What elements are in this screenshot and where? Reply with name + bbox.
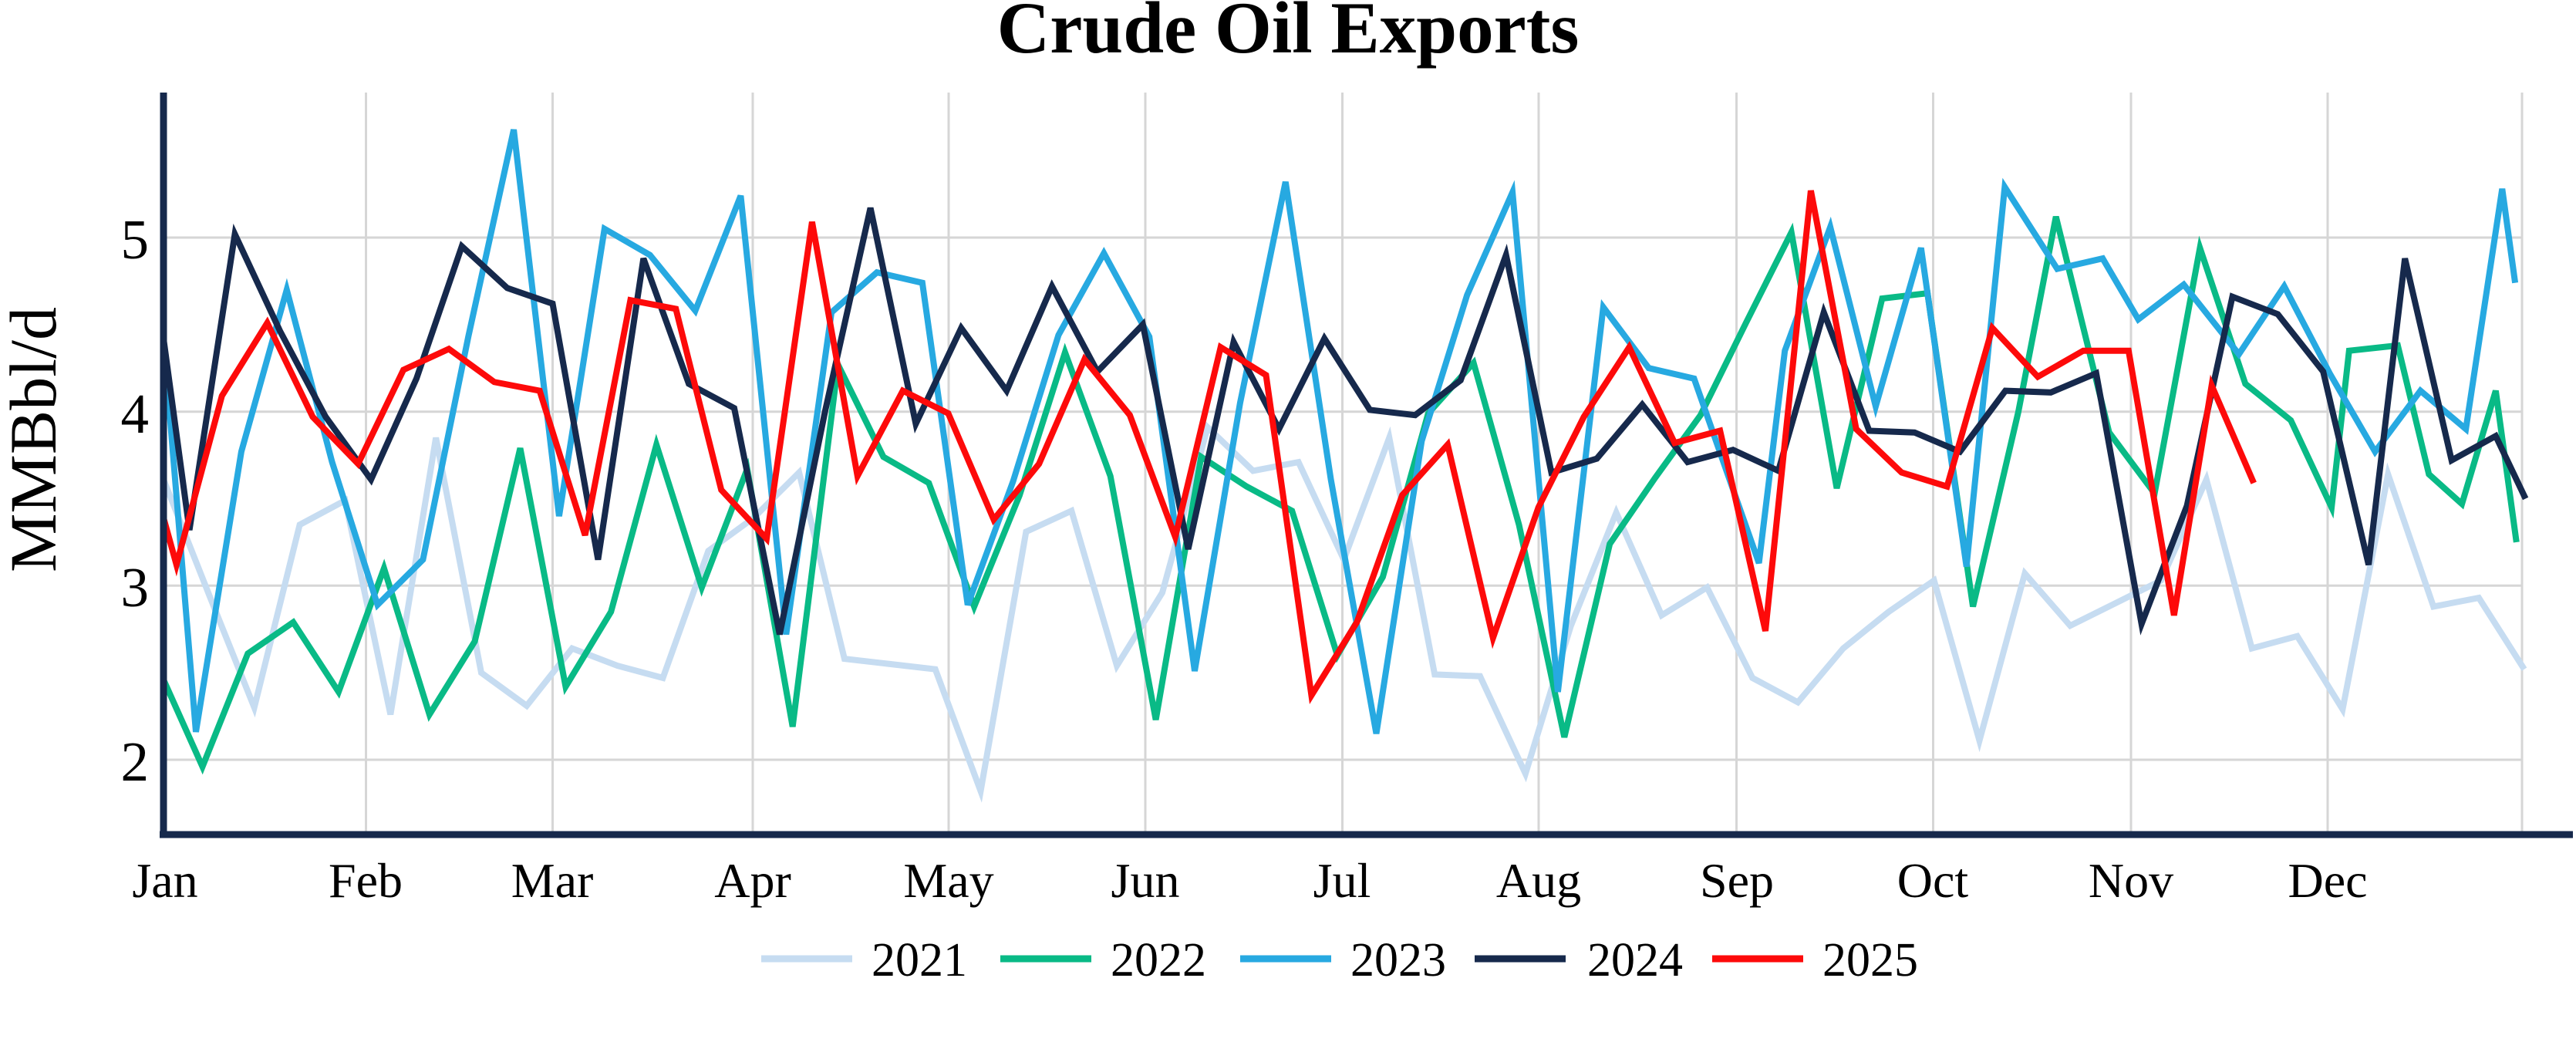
svg-text:2025: 2025 — [1822, 934, 1918, 987]
svg-text:Sep: Sep — [1700, 853, 1774, 908]
svg-text:2: 2 — [121, 730, 150, 793]
svg-text:Jan: Jan — [132, 853, 197, 908]
svg-text:Aug: Aug — [1496, 853, 1581, 908]
svg-text:MMBbl/d: MMBbl/d — [0, 307, 70, 572]
svg-text:Nov: Nov — [2089, 853, 2173, 908]
svg-text:Jul: Jul — [1313, 853, 1371, 908]
svg-text:2023: 2023 — [1350, 934, 1446, 987]
svg-text:Feb: Feb — [329, 853, 403, 908]
svg-text:4: 4 — [121, 383, 150, 445]
svg-text:Jun: Jun — [1111, 853, 1180, 908]
svg-text:2022: 2022 — [1111, 934, 1206, 987]
svg-text:Dec: Dec — [2288, 853, 2367, 908]
svg-text:5: 5 — [121, 208, 150, 271]
svg-text:2021: 2021 — [872, 934, 967, 987]
svg-text:3: 3 — [121, 556, 150, 619]
svg-text:Mar: Mar — [511, 853, 594, 908]
svg-text:Apr: Apr — [714, 853, 791, 908]
svg-text:2024: 2024 — [1587, 934, 1683, 987]
svg-text:May: May — [903, 853, 993, 908]
svg-text:Oct: Oct — [1897, 853, 1969, 908]
svg-text:Crude Oil Exports: Crude Oil Exports — [997, 0, 1580, 69]
